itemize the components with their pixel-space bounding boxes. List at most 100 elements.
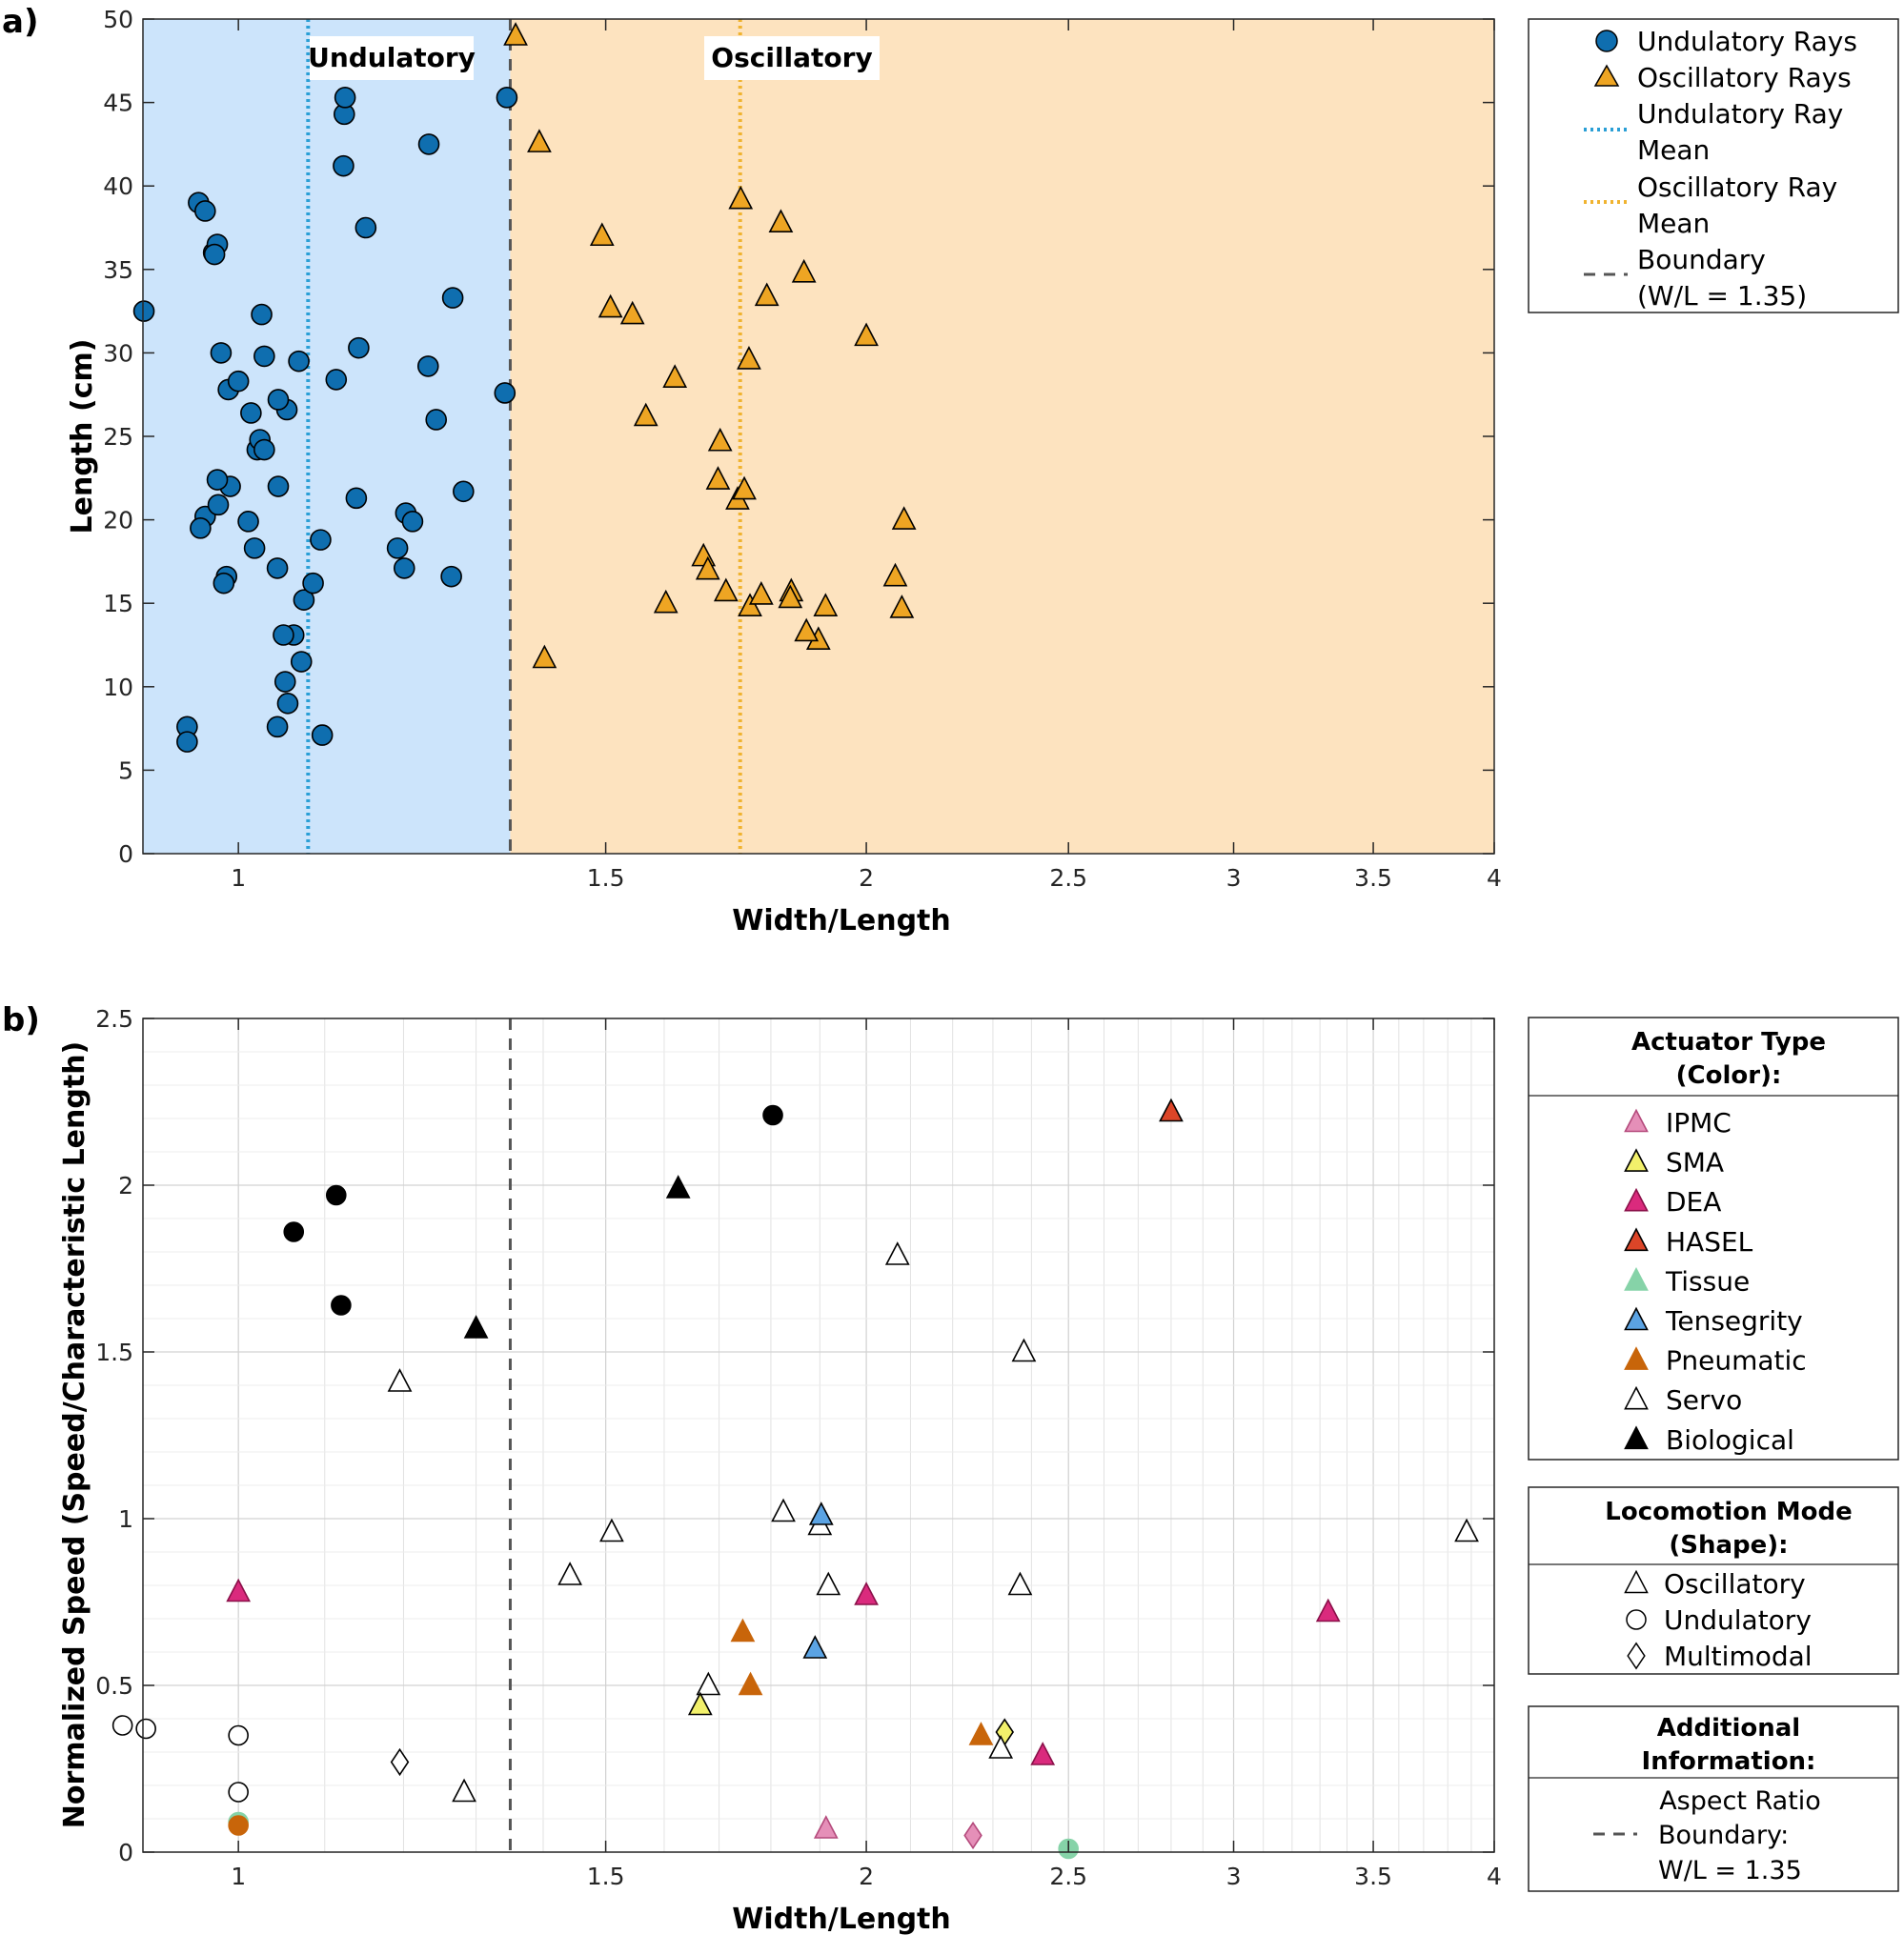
undulatory-ray-point <box>190 517 212 539</box>
legend-boundary-l2: (W/L = 1.35) <box>1637 280 1807 312</box>
panel-b-grid <box>143 1018 1495 1853</box>
undulatory-ray-point <box>210 342 233 364</box>
info-legend-l1: Aspect Ratio <box>1659 1786 1821 1816</box>
y-tick-label: 5 <box>118 756 133 784</box>
undulatory-ray-point <box>401 511 424 533</box>
data-point-servo-triangle <box>599 1518 624 1542</box>
legend-oscillatory-label: Oscillatory <box>1664 1568 1806 1600</box>
undulatory-ray-point <box>416 355 439 377</box>
undulatory-ray-point <box>253 345 275 368</box>
legend-undulatory-mean-l2: Mean <box>1637 134 1710 166</box>
undulatory-ray-point <box>206 469 229 491</box>
data-point-biological-circle <box>331 1295 352 1316</box>
undulatory-ray-point <box>348 336 370 359</box>
actuator-legend-box <box>1528 1017 1899 1461</box>
undulatory-region-label: Undulatory <box>308 42 476 73</box>
data-point-servo-triangle <box>988 1735 1014 1759</box>
undulatory-ray-point <box>302 572 324 595</box>
oscillatory-ray-point <box>653 589 679 614</box>
undulatory-ray-point <box>290 651 313 673</box>
oscillatory-ray-point <box>778 584 803 609</box>
data-point-pneumatic-triangle <box>968 1722 994 1745</box>
undulatory-ray-point <box>334 87 356 109</box>
mode-legend-box <box>1528 1486 1899 1675</box>
undulatory-region <box>143 19 511 854</box>
undulatory-ray-point <box>251 303 273 326</box>
info-legend-title-l2: Information: <box>1642 1747 1816 1776</box>
legend-hasel-triangle-icon <box>1624 1227 1649 1252</box>
mode-legend-items: Oscillatory Undulatory Multimodal <box>1624 1568 1813 1672</box>
oscillatory-ray-point <box>882 562 908 587</box>
legend-oscillatory-mean-l2: Mean <box>1637 208 1710 239</box>
panel-a-regions <box>143 19 1494 854</box>
y-tick-label: 45 <box>103 90 133 117</box>
undulatory-ray-point <box>273 671 296 693</box>
legend-dea-triangle-icon <box>1624 1187 1649 1212</box>
undulatory-ray-point <box>425 409 448 431</box>
undulatory-ray-point <box>227 370 250 393</box>
legend-tensegrity-triangle-icon <box>1624 1306 1649 1331</box>
y-tick-label: 2.5 <box>95 1005 133 1033</box>
oscillatory-ray-point <box>598 293 623 318</box>
data-point-tensegrity-triangle <box>808 1502 834 1525</box>
data-point-servo-diamond <box>390 1747 410 1777</box>
undulatory-ray-point <box>194 200 216 222</box>
data-point-biological-triangle <box>463 1315 489 1339</box>
oscillatory-region-label: Oscillatory <box>711 42 872 73</box>
x-tick-label: 1.5 <box>587 864 625 892</box>
oscillatory-ray-point <box>589 222 615 247</box>
oscillatory-ray-point <box>794 617 820 642</box>
undulatory-ray-point <box>453 480 475 503</box>
panel-b-ylabel: Normalized Speed (Speed/Characteristic L… <box>58 1041 91 1829</box>
undulatory-ray-point <box>354 216 377 239</box>
legend-undulatory-mean-l1: Undulatory Ray <box>1637 98 1843 130</box>
undulatory-ray-point <box>288 350 310 373</box>
undulatory-ray-point <box>203 243 226 266</box>
data-point-dea-triangle <box>226 1578 252 1602</box>
undulatory-ray-point <box>267 389 290 411</box>
legend-undulatory-label: Undulatory <box>1664 1604 1812 1636</box>
data-point-pneumatic-triangle <box>738 1671 763 1696</box>
legend-undulatory-rays: Undulatory Rays <box>1637 26 1857 57</box>
oscillatory-ray-point <box>732 475 757 500</box>
undulatory-ray-point <box>273 624 294 646</box>
panel-b-xlabel: Width/Length <box>732 1903 951 1935</box>
oscillatory-ray-point <box>889 595 915 618</box>
info-legend: Additional Information: Aspect Ratio Bou… <box>1528 1705 1899 1892</box>
oscillatory-region <box>510 19 1494 854</box>
y-tick-label: 20 <box>103 507 133 534</box>
y-tick-label: 1 <box>118 1505 133 1533</box>
y-tick-label: 40 <box>103 172 133 200</box>
oscillatory-ray-point <box>662 364 688 388</box>
legend-sma-triangle-icon <box>1624 1148 1649 1172</box>
y-tick-label: 15 <box>103 590 133 617</box>
panel-b-axes-box <box>142 1018 1495 1853</box>
oscillatory-ray-point <box>728 185 754 210</box>
oscillatory-ray-point <box>754 282 780 307</box>
x-tick-label: 2.5 <box>1049 1863 1087 1890</box>
undulatory-ray-point <box>311 724 334 746</box>
legend-tissue-triangle-icon <box>1624 1267 1649 1291</box>
y-tick-label: 2 <box>118 1172 133 1199</box>
y-tick-label: 0 <box>118 840 133 868</box>
actuator-legend-title-l2: (Color): <box>1676 1061 1782 1090</box>
oscillatory-ray-point <box>738 593 762 616</box>
undulatory-ray-point <box>243 537 266 559</box>
data-point-servo-triangle <box>1454 1518 1479 1542</box>
x-tick-label: 3 <box>1226 1863 1242 1890</box>
oscillatory-ray-point <box>527 129 552 152</box>
x-tick-label: 2 <box>859 1863 874 1890</box>
info-legend-l2: Boundary: <box>1658 1821 1789 1850</box>
oscillatory-ray-point <box>713 577 739 602</box>
x-tick-label: 3 <box>1226 864 1242 892</box>
data-point-pneumatic-circle <box>228 1815 249 1836</box>
oscillatory-ray-point <box>891 506 917 530</box>
info-legend-l3: W/L = 1.35 <box>1658 1856 1802 1885</box>
data-point-servo-triangle <box>884 1241 910 1265</box>
data-point-ipmc-diamond <box>963 1821 982 1850</box>
legend-pneumatic-triangle-icon <box>1624 1346 1649 1370</box>
actuator-legend: Actuator Type (Color): IPMC SMA DEA HASEL Ti… <box>1528 1017 1899 1461</box>
oscillatory-ray-point <box>707 427 733 452</box>
